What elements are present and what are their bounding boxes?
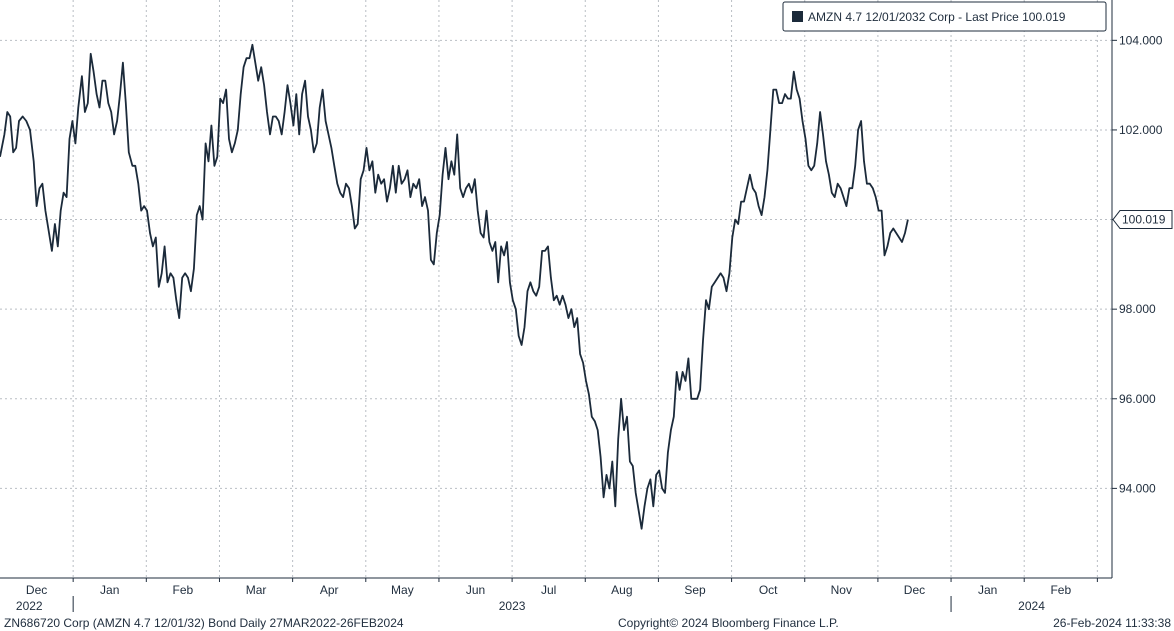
x-month-label: Feb — [1050, 583, 1071, 597]
x-month-label: May — [391, 583, 414, 597]
legend-box — [782, 1, 1107, 32]
legend-label: AMZN 4.7 12/01/2032 Corp - Last Price 10… — [808, 10, 1066, 24]
x-month-label: Apr — [320, 583, 339, 597]
legend-swatch — [792, 11, 803, 22]
footer-center: Copyright© 2024 Bloomberg Finance L.P. — [618, 616, 839, 630]
x-month-label: Mar — [246, 583, 267, 597]
grid-lines — [0, 0, 1112, 578]
x-year-label: 2022 — [16, 599, 43, 613]
x-month-label: Feb — [173, 583, 194, 597]
footer-right: 26-Feb-2024 11:33:38 — [1053, 616, 1171, 630]
y-tick-label: 96.000 — [1119, 392, 1156, 406]
footer-left: ZN686720 Corp (AMZN 4.7 12/01/32) Bond D… — [4, 616, 404, 630]
x-year-label: 2023 — [499, 599, 526, 613]
x-axis-labels: Dec Jan Feb Mar Apr May Jun Jul Aug Sep Oct Nov Dec J… — [16, 583, 1072, 613]
last-price-box — [1112, 210, 1173, 230]
y-tick-label: 94.000 — [1119, 481, 1156, 495]
footer: ZN686720 Corp (AMZN 4.7 12/01/32) Bond D… — [4, 616, 1171, 630]
x-month-label: Oct — [759, 583, 778, 597]
y-tick-label: 104.000 — [1119, 33, 1163, 47]
last-price-label: 100.019 — [1122, 213, 1166, 227]
x-month-label: Dec — [904, 583, 925, 597]
legend: AMZN 4.7 12/01/2032 Corp - Last Price 10… — [782, 1, 1107, 32]
x-month-label: Jun — [466, 583, 485, 597]
x-month-label: Dec — [26, 583, 47, 597]
x-month-label: Aug — [611, 583, 632, 597]
x-year-label: 2024 — [1018, 599, 1045, 613]
x-month-label: Jan — [978, 583, 997, 597]
x-month-label: Nov — [831, 583, 852, 597]
series-layer — [0, 43, 909, 530]
axes — [0, 0, 1117, 612]
y-tick-label: 102.000 — [1119, 123, 1163, 137]
x-month-label: Jan — [100, 583, 119, 597]
x-month-label: Jul — [541, 583, 556, 597]
price-series-line — [0, 43, 909, 530]
y-tick-label: 98.000 — [1119, 302, 1156, 316]
last-price-marker: 100.019 — [1112, 210, 1173, 230]
x-month-label: Sep — [684, 583, 706, 597]
